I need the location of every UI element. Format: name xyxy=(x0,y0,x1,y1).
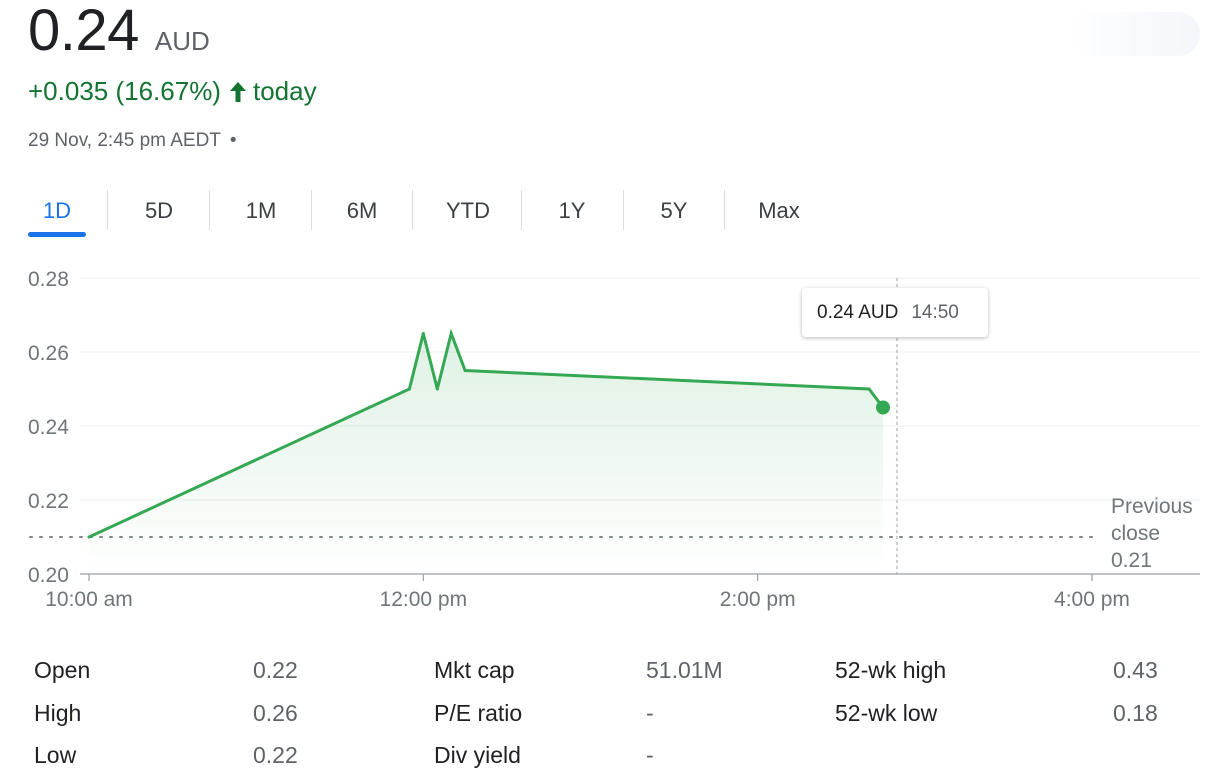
y-tick-label: 0.24 xyxy=(28,416,69,439)
tab-6m[interactable]: 6M xyxy=(346,198,378,223)
data-point xyxy=(435,387,439,391)
data-point xyxy=(421,332,425,335)
quote-timestamp: 29 Nov, 2:45 pm AEDT • xyxy=(28,130,237,152)
timestamp-separator: • xyxy=(229,130,237,151)
range-tabs: 1D 5D 1M 6M YTD 1Y 5Y Max xyxy=(0,186,1230,240)
tab-divider xyxy=(623,190,624,230)
y-tick-label: 0.22 xyxy=(28,490,69,513)
tab-divider xyxy=(107,190,108,230)
tab-max[interactable]: Max xyxy=(758,198,800,223)
currency-code: AUD xyxy=(154,26,210,56)
price-chart[interactable]: 0.28 0.26 0.24 0.22 0.20 10:00 am 12:00 pm 2:0… xyxy=(0,250,1230,620)
tab-5d[interactable]: 5D xyxy=(144,198,174,223)
change-value: +0.035 (16.67%) xyxy=(28,76,221,106)
stat-value-mkt-cap: 51.01M xyxy=(646,657,723,683)
previous-close-annotation: Previous close 0.21 xyxy=(1111,495,1193,572)
x-tick-label: 2:00 pm xyxy=(720,588,796,611)
stat-label-pe-ratio: P/E ratio xyxy=(434,700,523,726)
stat-value-low: 0.22 xyxy=(253,742,298,768)
key-stats: Open 0.22 High 0.26 Low 0.22 Mkt cap 51.… xyxy=(0,648,1230,774)
current-price: 0.24 xyxy=(28,0,139,63)
data-point xyxy=(867,387,871,391)
previous-close-label: Previous xyxy=(1111,495,1193,518)
tab-ytd[interactable]: YTD xyxy=(446,198,490,223)
stat-value-52wk-high: 0.43 xyxy=(1113,657,1158,683)
cursor-dot xyxy=(876,400,891,415)
data-point xyxy=(463,369,467,372)
tab-1d[interactable]: 1D xyxy=(42,198,72,223)
arrow-up-icon xyxy=(229,81,247,103)
stat-label-div-yield: Div yield xyxy=(434,742,521,768)
y-tick-label: 0.28 xyxy=(28,268,69,291)
tab-1y[interactable]: 1Y xyxy=(558,198,586,223)
stat-label-52wk-low: 52-wk low xyxy=(835,700,938,726)
x-tick-label: 10:00 am xyxy=(45,588,133,611)
active-tab-indicator xyxy=(28,232,86,237)
tab-divider xyxy=(521,190,522,230)
tooltip-price: 0.24 AUD xyxy=(817,301,899,323)
corner-widget[interactable] xyxy=(1066,12,1200,56)
data-point xyxy=(407,387,411,391)
price-line xyxy=(88,328,885,539)
price-change: +0.035 (16.67%) today xyxy=(28,76,317,107)
stat-value-open: 0.22 xyxy=(253,657,298,683)
stat-value-52wk-low: 0.18 xyxy=(1113,700,1158,726)
tab-divider xyxy=(412,190,413,230)
y-tick-label: 0.26 xyxy=(28,342,69,365)
tab-divider xyxy=(724,190,725,230)
stat-label-open: Open xyxy=(34,657,91,683)
tab-divider xyxy=(311,190,312,230)
tab-1m[interactable]: 1M xyxy=(245,198,277,223)
stat-label-mkt-cap: Mkt cap xyxy=(434,657,515,683)
stat-label-high: High xyxy=(34,700,82,726)
stat-value-div-yield: - xyxy=(646,742,654,768)
quote-header: 0.24 AUD xyxy=(28,0,210,62)
chart-series xyxy=(87,328,891,574)
hover-tooltip: 0.24 AUD 14:50 xyxy=(802,288,988,337)
tooltip-time: 14:50 xyxy=(911,301,959,323)
change-period: today xyxy=(252,76,317,106)
stat-value-high: 0.26 xyxy=(253,700,298,726)
x-tick-label: 12:00 pm xyxy=(380,588,468,611)
stat-label-52wk-high: 52-wk high xyxy=(835,657,947,683)
previous-close-label: close xyxy=(1111,522,1160,545)
y-axis-ticks: 0.28 0.26 0.24 0.22 0.20 xyxy=(28,268,69,587)
x-axis-ticks: 10:00 am 12:00 pm 2:00 pm 4:00 pm xyxy=(45,574,1130,611)
data-point xyxy=(449,332,453,335)
tab-divider xyxy=(209,190,210,230)
previous-close-value: 0.21 xyxy=(1111,549,1152,572)
x-tick-label: 4:00 pm xyxy=(1054,588,1130,611)
tab-5y[interactable]: 5Y xyxy=(660,198,688,223)
price-area xyxy=(89,333,883,574)
y-tick-label: 0.20 xyxy=(28,564,69,587)
timestamp-text: 29 Nov, 2:45 pm AEDT xyxy=(28,130,221,151)
stat-label-low: Low xyxy=(34,742,77,768)
stat-value-pe-ratio: - xyxy=(646,700,654,726)
data-point xyxy=(87,535,91,539)
